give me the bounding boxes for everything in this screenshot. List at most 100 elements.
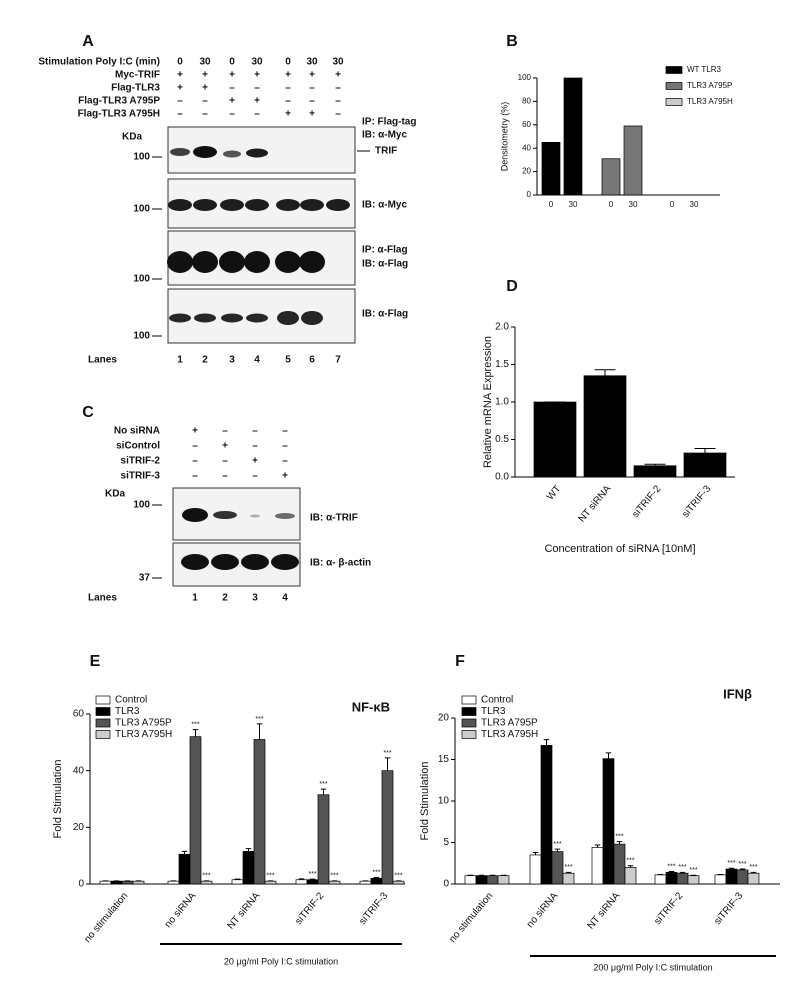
condition-value: 30 xyxy=(199,57,211,68)
bar xyxy=(486,875,499,885)
x-axis-label: Concentration of siRNA [10nM] xyxy=(544,543,695,555)
condition-value: 30 xyxy=(332,57,344,68)
bar xyxy=(306,879,319,885)
blot-band xyxy=(271,554,299,570)
condition-value: – xyxy=(335,109,341,120)
panel-letter: A xyxy=(82,33,94,50)
blot-band xyxy=(299,251,325,273)
condition-value: + xyxy=(222,441,228,452)
bar xyxy=(529,854,542,885)
bar xyxy=(99,880,112,885)
error-bar xyxy=(750,871,757,874)
legend-label: TLR3 A795P xyxy=(687,81,732,90)
condition-value: + xyxy=(202,83,208,94)
error-bar xyxy=(384,757,391,771)
legend-label: Control xyxy=(115,695,147,706)
condition-value: – xyxy=(222,456,228,467)
bar xyxy=(683,452,727,478)
legend-label: TLR3 A795H xyxy=(687,97,733,106)
y-axis-label: Fold Stimulation xyxy=(419,762,431,841)
y-tick-label: 60 xyxy=(522,120,531,129)
error-bar xyxy=(320,788,327,795)
y-tick-label: 0 xyxy=(443,879,449,890)
condition-label: Myc-TRIF xyxy=(115,70,160,81)
error-bar xyxy=(728,867,735,870)
error-bar xyxy=(668,871,675,873)
error-bar xyxy=(594,369,616,376)
error-bar xyxy=(256,723,263,740)
bar xyxy=(295,879,308,885)
condition-value: – xyxy=(229,83,235,94)
y-tick-label: 20 xyxy=(73,822,85,833)
error-bar xyxy=(554,848,561,852)
blot-band xyxy=(246,313,268,323)
x-tick-label: siTRIF-3 xyxy=(357,890,390,927)
lane-number: 1 xyxy=(177,355,183,366)
blot-band xyxy=(326,199,350,211)
blot-label: TRIF xyxy=(375,146,397,157)
blot-band xyxy=(192,251,218,273)
bar xyxy=(464,875,477,885)
y-tick-label: 0.0 xyxy=(495,472,509,483)
marker-label: 100 xyxy=(133,331,150,342)
condition-label: No siRNA xyxy=(114,426,160,437)
error-bar xyxy=(565,871,572,874)
condition-value: 0 xyxy=(285,57,291,68)
y-tick-label: 40 xyxy=(73,765,85,776)
blot-band xyxy=(194,313,216,323)
bar xyxy=(541,142,561,196)
blot-band xyxy=(219,251,245,273)
bar xyxy=(583,375,627,478)
significance-label: *** xyxy=(667,863,675,870)
x-tick-label: 30 xyxy=(569,200,578,209)
significance-label: *** xyxy=(749,864,757,871)
x-tick-label: siTRIF-2 xyxy=(293,890,326,927)
kda-label: KDa xyxy=(122,132,142,143)
legend-swatch xyxy=(665,66,683,74)
error-bar xyxy=(298,878,305,880)
blot-band xyxy=(220,199,244,211)
error-bar xyxy=(679,871,686,874)
bar xyxy=(328,880,341,885)
bar xyxy=(497,875,510,885)
y-axis-label: Relative mRNA Expression xyxy=(482,336,494,468)
bar xyxy=(253,739,266,885)
error-bar xyxy=(532,851,539,855)
significance-label: *** xyxy=(383,750,391,757)
blot-label: IB: α- β-actin xyxy=(310,558,371,569)
condition-label: Flag-TLR3 A795H xyxy=(78,109,160,120)
condition-value: – xyxy=(229,109,235,120)
bar xyxy=(370,877,383,885)
legend-swatch xyxy=(461,695,477,705)
bar xyxy=(231,879,244,885)
bar xyxy=(359,880,372,885)
error-bar xyxy=(594,844,601,848)
bar xyxy=(654,874,667,885)
y-tick-label: 2.0 xyxy=(495,322,509,333)
bar xyxy=(381,770,394,885)
blot-band xyxy=(275,251,301,273)
bar xyxy=(591,847,604,885)
legend-swatch xyxy=(95,718,111,728)
bar xyxy=(563,77,583,196)
blot-band xyxy=(245,199,269,211)
legend-label: TLR3 A795H xyxy=(115,729,172,740)
legend-swatch xyxy=(95,695,111,705)
bar xyxy=(533,401,577,478)
y-tick-label: 100 xyxy=(518,73,532,82)
condition-value: 30 xyxy=(306,57,318,68)
blot-band xyxy=(211,554,239,570)
blot-label: IB: α-Flag xyxy=(362,259,408,270)
condition-value: – xyxy=(282,456,288,467)
blot-band xyxy=(170,148,190,156)
blot-band xyxy=(300,199,324,211)
x-tick-label: siTRIF-3 xyxy=(712,890,745,927)
blot-band xyxy=(246,148,268,158)
blot-label: IB: α-TRIF xyxy=(310,513,358,524)
x-tick-label: siTRIF-2 xyxy=(652,890,685,927)
condition-value: – xyxy=(285,83,291,94)
x-tick-label: NT siRNA xyxy=(585,890,622,931)
condition-value: – xyxy=(192,441,198,452)
chart-title: NF-κB xyxy=(352,699,390,714)
